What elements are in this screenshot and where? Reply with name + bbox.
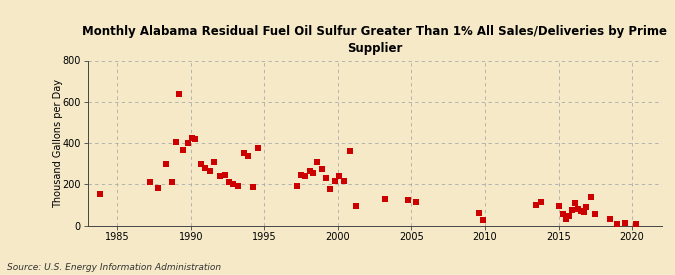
Point — [350, 204, 361, 208]
Text: Source: U.S. Energy Information Administration: Source: U.S. Energy Information Administ… — [7, 263, 221, 272]
Point — [531, 203, 542, 207]
Point — [578, 210, 589, 214]
Point — [228, 182, 239, 186]
Point — [196, 161, 207, 166]
Point — [572, 207, 583, 211]
Point — [403, 197, 414, 202]
Point — [182, 141, 193, 145]
Point — [605, 217, 616, 222]
Point — [560, 217, 571, 222]
Point — [558, 212, 568, 216]
Point — [321, 176, 331, 180]
Point — [379, 196, 390, 201]
Point — [553, 204, 564, 208]
Point — [478, 218, 489, 222]
Point — [344, 149, 355, 153]
Point — [317, 167, 327, 171]
Point — [338, 179, 349, 183]
Point — [296, 173, 306, 177]
Point — [232, 184, 243, 189]
Point — [247, 185, 258, 189]
Point — [590, 212, 601, 216]
Point — [166, 180, 177, 185]
Point — [215, 174, 225, 178]
Point — [219, 173, 230, 177]
Point — [209, 160, 219, 164]
Point — [566, 208, 577, 212]
Point — [312, 160, 323, 164]
Point — [190, 137, 200, 141]
Point — [243, 154, 254, 159]
Point — [291, 184, 302, 189]
Point — [410, 200, 421, 204]
Point — [569, 201, 580, 205]
Y-axis label: Thousand Gallons per Day: Thousand Gallons per Day — [53, 78, 63, 208]
Point — [612, 222, 623, 227]
Point — [223, 180, 234, 185]
Point — [238, 151, 249, 156]
Point — [474, 211, 485, 215]
Point — [585, 194, 596, 199]
Point — [535, 200, 546, 204]
Point — [581, 205, 592, 209]
Point — [144, 180, 155, 185]
Point — [187, 136, 198, 140]
Point — [631, 222, 642, 227]
Title: Monthly Alabama Residual Fuel Oil Sulfur Greater Than 1% All Sales/Deliveries by: Monthly Alabama Residual Fuel Oil Sulfur… — [82, 25, 667, 55]
Point — [173, 91, 184, 96]
Point — [178, 148, 189, 152]
Point — [564, 214, 574, 218]
Point — [304, 169, 315, 173]
Point — [200, 166, 211, 170]
Point — [620, 221, 630, 226]
Point — [253, 146, 264, 150]
Point — [307, 171, 318, 175]
Point — [161, 161, 171, 166]
Point — [575, 209, 586, 213]
Point — [171, 140, 182, 144]
Point — [325, 187, 336, 192]
Point — [153, 186, 164, 191]
Point — [94, 191, 105, 196]
Point — [329, 179, 340, 183]
Point — [334, 174, 345, 178]
Point — [300, 174, 311, 178]
Point — [205, 169, 215, 173]
